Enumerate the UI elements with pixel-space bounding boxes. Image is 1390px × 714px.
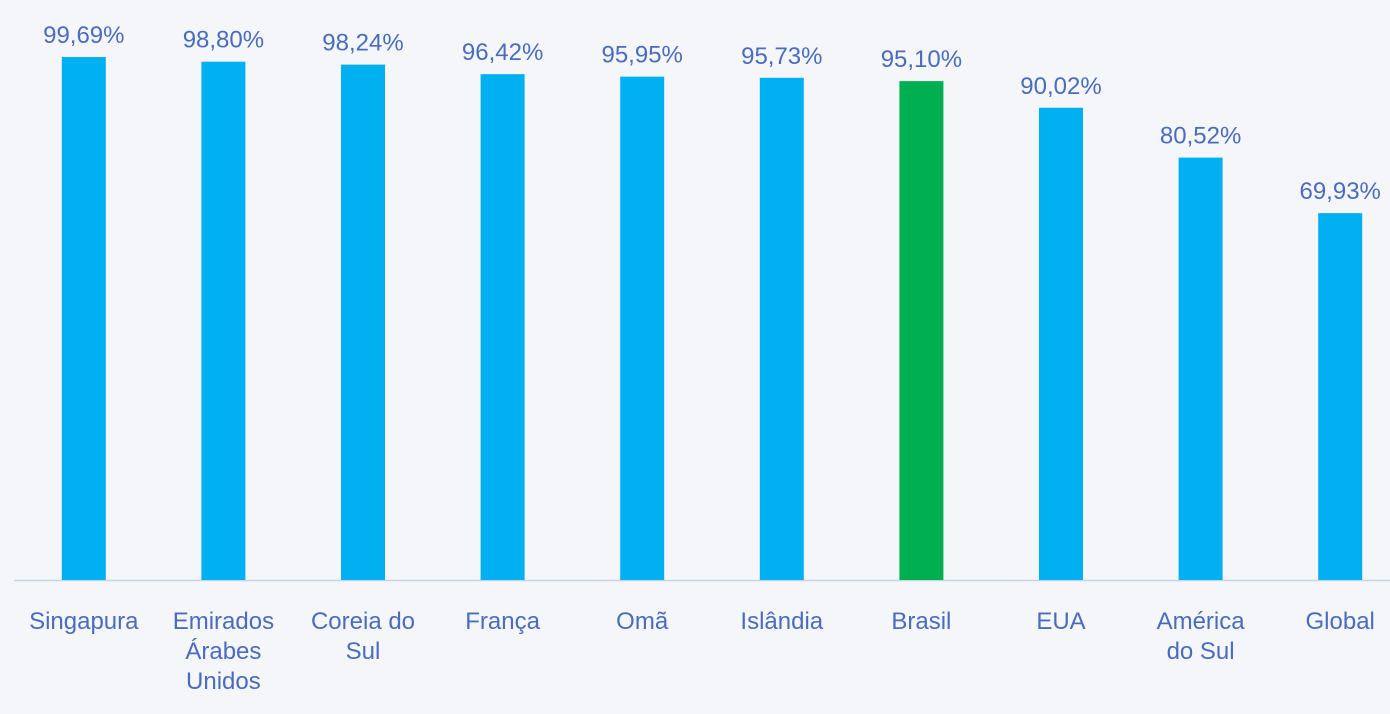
bar [1178,157,1223,580]
data-label: 98,80% [183,27,264,54]
x-tick-label: Singapura [29,608,139,635]
bar [759,77,804,581]
bar [1318,213,1363,580]
data-label: 95,73% [741,43,822,70]
data-label: 95,95% [601,42,682,69]
bar [899,81,944,580]
data-label: 69,93% [1299,178,1380,205]
x-tick-label: Emirados Árabes Unidos [172,608,275,695]
bar [61,57,106,581]
data-label: 95,10% [881,46,962,73]
x-tick-label: Coreia do Sul [310,608,416,665]
x-tick-label: América do Sul [1156,608,1245,665]
bar [341,64,385,581]
x-tick-label: EUA [1036,608,1086,635]
bar [620,76,665,580]
bar [201,61,246,581]
bar [480,74,525,581]
x-tick-label: Islândia [740,608,824,635]
x-tick-label: Brasil [891,608,952,635]
bar [1039,107,1083,581]
x-tick-label: França [465,608,540,635]
data-label: 90,02% [1020,73,1101,100]
data-label: 98,24% [322,30,403,57]
x-tick-label: Global [1305,608,1375,635]
data-label: 96,42% [462,39,543,66]
data-label: 99,69% [43,22,124,49]
data-label: 80,52% [1160,123,1241,150]
x-tick-label: Omã [616,608,669,635]
